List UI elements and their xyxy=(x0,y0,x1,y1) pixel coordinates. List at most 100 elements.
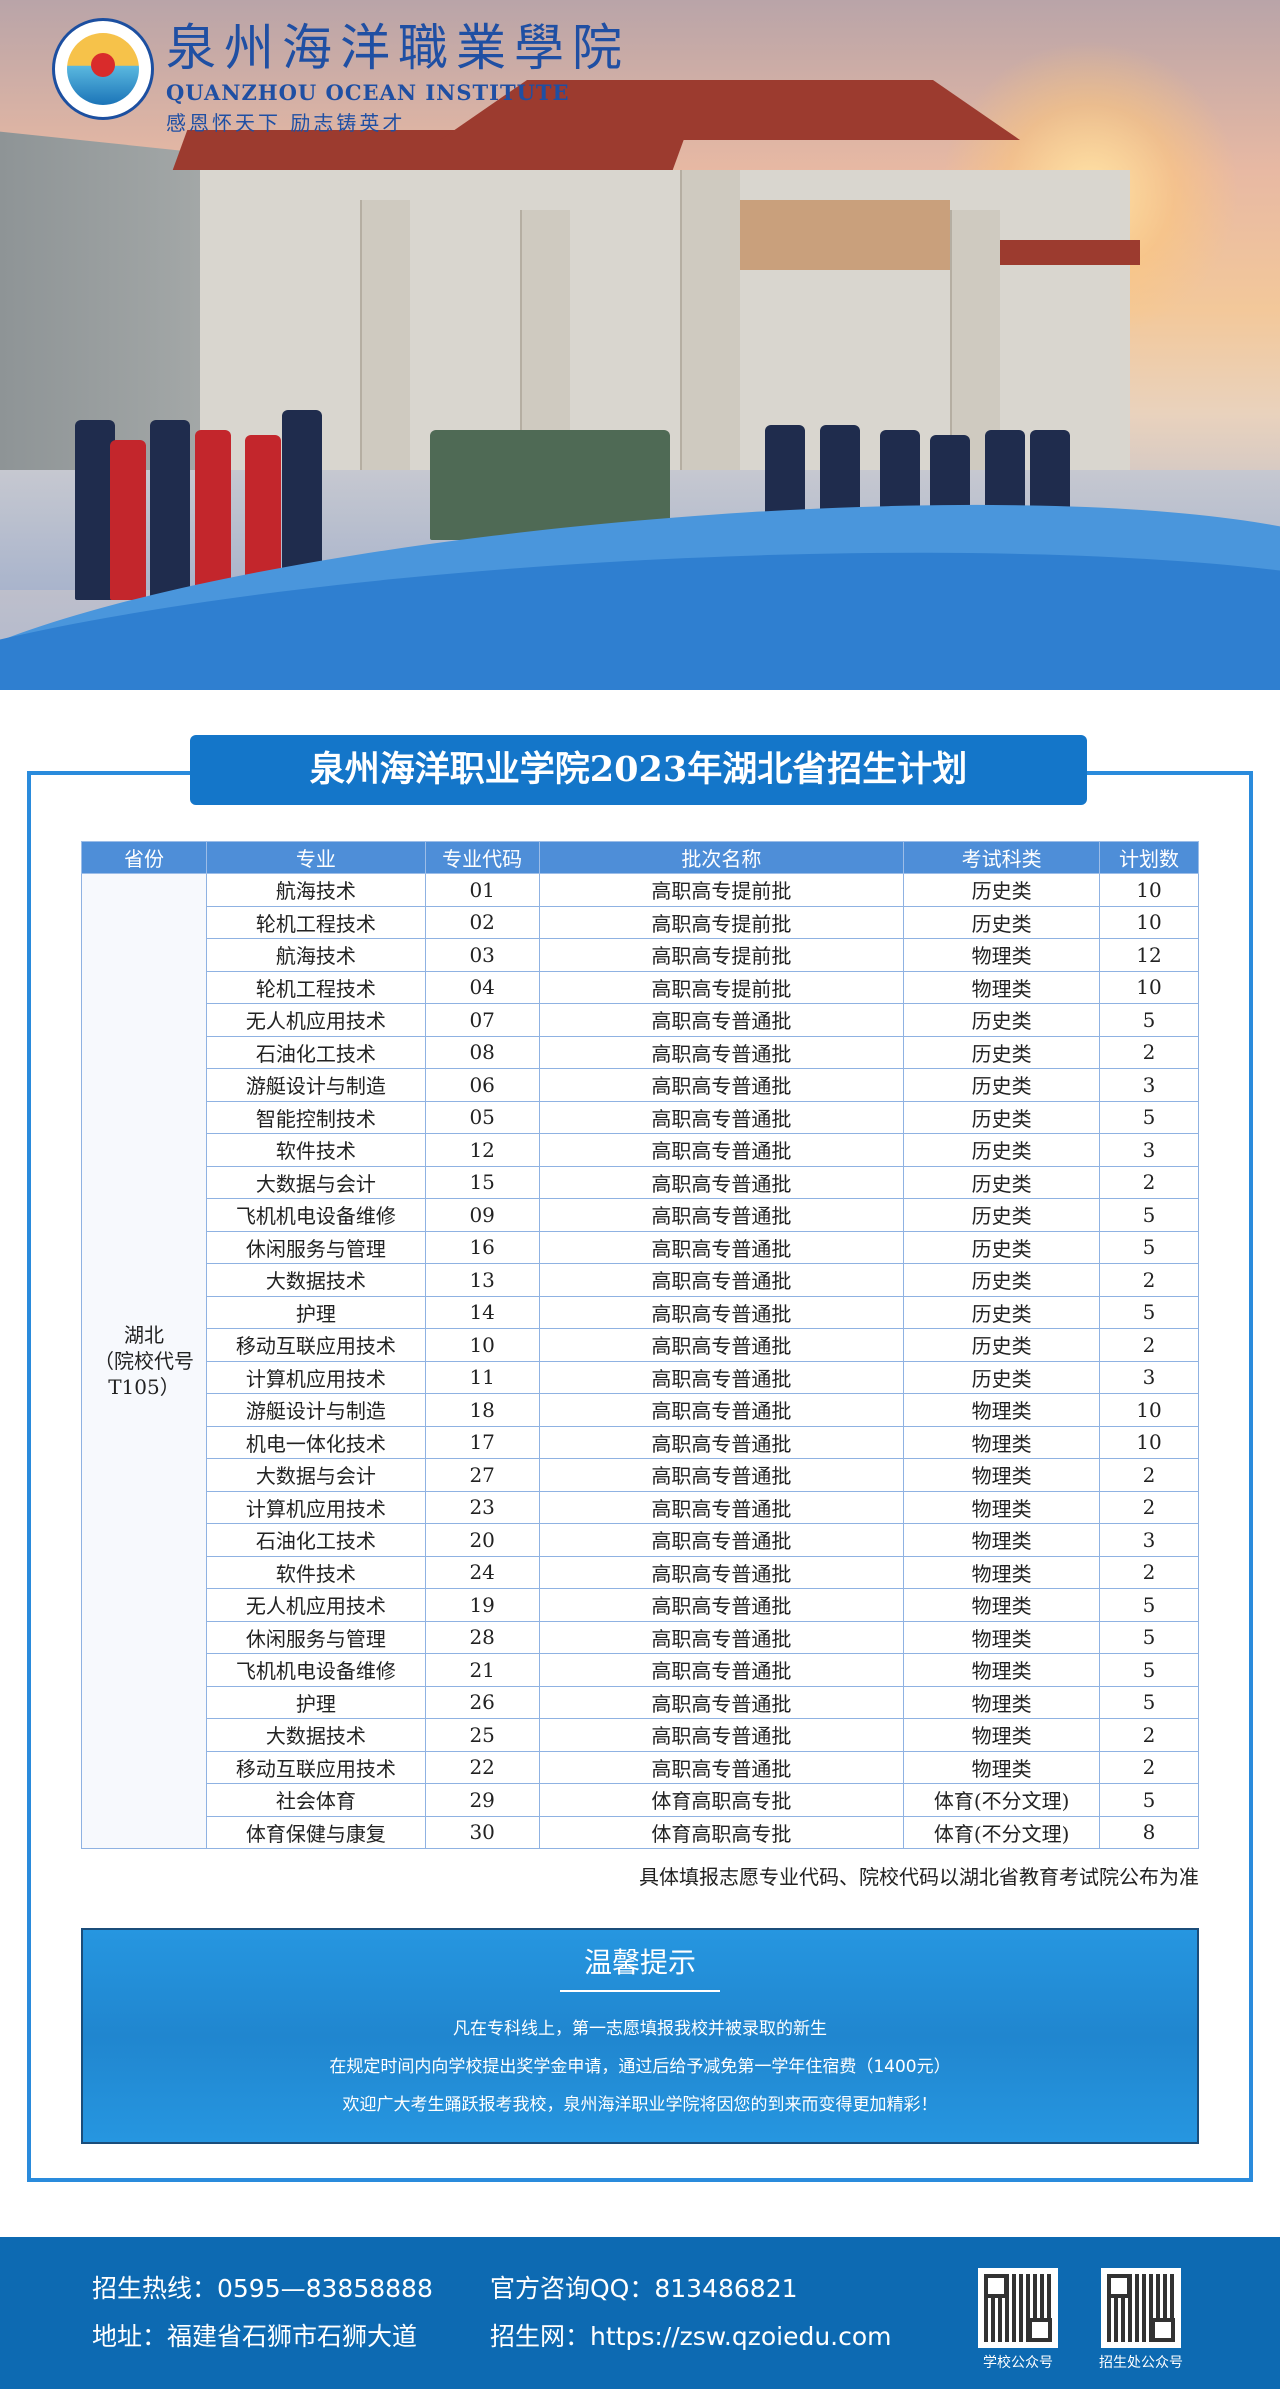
table-cell: 02 xyxy=(424,905,540,939)
table-cell: 20 xyxy=(424,1523,540,1557)
table-cell: 高职高专普通批 xyxy=(538,1718,905,1752)
table-row: 大数据技术 13 高职高专普通批 历史类 2 xyxy=(82,1263,1199,1297)
table-row: 轮机工程技术 02 高职高专提前批 历史类 10 xyxy=(82,905,1199,939)
table-cell: 3 xyxy=(1099,1068,1199,1102)
table-cell: 2 xyxy=(1099,1490,1199,1524)
divider xyxy=(560,1990,720,1992)
table-row: 社会体育 29 体育高职高专批 体育(不分文理) 5 xyxy=(82,1783,1199,1817)
table-row: 计算机应用技术 11 高职高专普通批 历史类 3 xyxy=(82,1360,1199,1394)
table-row: 休闲服务与管理 16 高职高专普通批 历史类 5 xyxy=(82,1230,1199,1264)
table-cell: 10 xyxy=(1099,1393,1199,1427)
brand-name-en: QUANZHOU OCEAN INSTITUTE xyxy=(166,80,570,105)
table-cell: 物理类 xyxy=(903,1620,1101,1654)
table-cell: 石油化工技术 xyxy=(205,1035,426,1069)
table-cell: 体育高职高专批 xyxy=(538,1783,905,1817)
table-cell: 5 xyxy=(1099,1003,1199,1037)
table-cell: 软件技术 xyxy=(205,1133,426,1167)
qr-label-school: 学校公众号 xyxy=(983,2355,1053,2371)
table-cell: 高职高专普通批 xyxy=(538,1620,905,1654)
table-cell: 物理类 xyxy=(903,1425,1101,1459)
roof xyxy=(440,80,1020,140)
table-cell: 历史类 xyxy=(903,1003,1101,1037)
table-cell: 24 xyxy=(424,1555,540,1589)
qr-code-school xyxy=(978,2268,1058,2348)
table-cell: 10 xyxy=(1099,970,1199,1004)
tips-line: 欢迎广大考生踊跃报考我校，泉州海洋职业学院将因您的到来而变得更加精彩！ xyxy=(342,2095,938,2115)
table-cell: 高职高专普通批 xyxy=(538,1100,905,1134)
tips-line: 凡在专科线上，第一志愿填报我校并被录取的新生 xyxy=(453,2019,827,2039)
table-row: 游艇设计与制造 18 高职高专普通批 物理类 10 xyxy=(82,1393,1199,1427)
column-header: 专业代码 xyxy=(424,841,540,874)
table-cell: 5 xyxy=(1099,1100,1199,1134)
table-cell: 物理类 xyxy=(903,1588,1101,1622)
gate-sign xyxy=(700,200,950,270)
table-cell: 移动互联应用技术 xyxy=(205,1328,426,1362)
table-row: 石油化工技术 20 高职高专普通批 物理类 3 xyxy=(82,1523,1199,1557)
table-cell: 12 xyxy=(424,1133,540,1167)
table-cell: 29 xyxy=(424,1783,540,1817)
table-row: 移动互联应用技术 10 高职高专普通批 历史类 2 xyxy=(82,1328,1199,1362)
qq: 官方咨询QQ：813486821 xyxy=(490,2274,798,2303)
person xyxy=(110,440,146,600)
table-cell: 17 xyxy=(424,1425,540,1459)
table-row: 软件技术 12 高职高专普通批 历史类 3 xyxy=(82,1133,1199,1167)
table-row: 护理 26 高职高专普通批 物理类 5 xyxy=(82,1685,1199,1719)
column-header: 省份 xyxy=(81,841,207,874)
table-cell: 12 xyxy=(1099,938,1199,972)
table-cell: 高职高专普通批 xyxy=(538,1230,905,1264)
footnote: 具体填报志愿专业代码、院校代码以湖北省教育考试院公布为准 xyxy=(639,1865,1199,1889)
table-row: 湖北 （院校代号T105） 航海技术 01 高职高专提前批 历史类 10 xyxy=(81,873,1199,1849)
table-cell: 大数据与会计 xyxy=(205,1165,426,1199)
table-row: 飞机机电设备维修 21 高职高专普通批 物理类 5 xyxy=(82,1653,1199,1687)
table-cell: 10 xyxy=(424,1328,540,1362)
table-cell: 5 xyxy=(1099,1783,1199,1817)
roof xyxy=(990,240,1140,265)
table-cell: 28 xyxy=(424,1620,540,1654)
table-cell: 09 xyxy=(424,1198,540,1232)
table-cell: 石油化工技术 xyxy=(205,1523,426,1557)
table-cell: 物理类 xyxy=(903,1523,1101,1557)
table-cell: 高职高专提前批 xyxy=(538,938,905,972)
table-cell: 2 xyxy=(1099,1750,1199,1784)
table-cell: 大数据技术 xyxy=(205,1718,426,1752)
table-cell: 历史类 xyxy=(903,1035,1101,1069)
table-cell: 历史类 xyxy=(903,1295,1101,1329)
tips-box: 温馨提示 凡在专科线上，第一志愿填报我校并被录取的新生 在规定时间内向学校提出奖… xyxy=(81,1928,1199,2144)
table-cell: 无人机应用技术 xyxy=(205,1003,426,1037)
table-cell: 游艇设计与制造 xyxy=(205,1393,426,1427)
website-link[interactable]: 招生网：https://zsw.qzoiedu.com xyxy=(490,2322,892,2351)
table-cell: 8 xyxy=(1099,1815,1199,1849)
table-cell: 2 xyxy=(1099,1165,1199,1199)
table-cell: 07 xyxy=(424,1003,540,1037)
brand-name-cn: 泉州海洋職業學院 xyxy=(166,19,630,77)
table-cell: 物理类 xyxy=(903,1750,1101,1784)
table-cell: 机电一体化技术 xyxy=(205,1425,426,1459)
table-cell: 体育高职高专批 xyxy=(538,1815,905,1849)
table-cell: 历史类 xyxy=(903,1263,1101,1297)
table-cell: 历史类 xyxy=(903,1360,1101,1394)
table-cell: 历史类 xyxy=(903,873,1101,907)
table-cell: 27 xyxy=(424,1458,540,1492)
table-cell: 计算机应用技术 xyxy=(205,1360,426,1394)
table-cell: 物理类 xyxy=(903,1393,1101,1427)
table-cell: 历史类 xyxy=(903,1068,1101,1102)
column-header: 批次名称 xyxy=(538,841,905,874)
table-cell: 10 xyxy=(1099,1425,1199,1459)
table-cell: 高职高专普通批 xyxy=(538,1133,905,1167)
table-cell: 15 xyxy=(424,1165,540,1199)
table-row: 计算机应用技术 23 高职高专普通批 物理类 2 xyxy=(82,1490,1199,1524)
table-cell: 航海技术 xyxy=(205,873,426,907)
tips-line: 在规定时间内向学校提出奖学金申请，通过后给予减免第一学年住宿费（1400元） xyxy=(329,2057,951,2077)
tips-heading: 温馨提示 xyxy=(583,1946,696,1979)
table-cell: 03 xyxy=(424,938,540,972)
table-cell: 历史类 xyxy=(903,1198,1101,1232)
hero-banner: 泉州海洋職業學院 QUANZHOU OCEAN INSTITUTE 感恩怀天下 … xyxy=(0,0,1280,690)
table-cell: 移动互联应用技术 xyxy=(205,1750,426,1784)
table-cell: 10 xyxy=(1099,905,1199,939)
table-cell: 26 xyxy=(424,1685,540,1719)
table-cell: 3 xyxy=(1099,1360,1199,1394)
column-header: 考试科类 xyxy=(903,841,1101,874)
table-cell: 高职高专普通批 xyxy=(538,1003,905,1037)
table-cell: 18 xyxy=(424,1393,540,1427)
table-cell: 物理类 xyxy=(903,1490,1101,1524)
